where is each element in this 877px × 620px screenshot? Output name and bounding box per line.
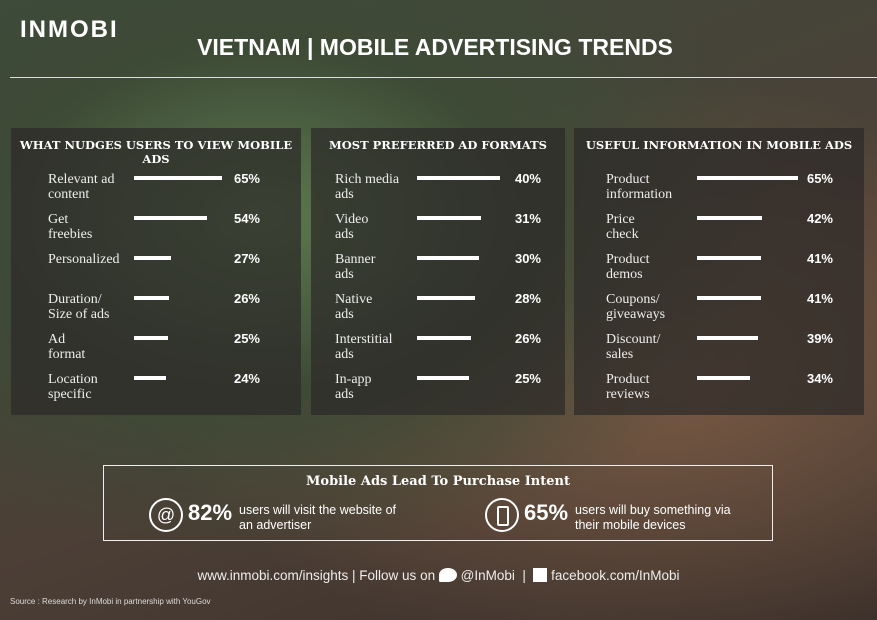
bar [697,336,758,340]
value-label: 26% [514,331,541,346]
category-label: Rich media ads [335,172,400,202]
bar [134,296,170,300]
stat-text: users will visit the website of an adver… [239,503,397,532]
value-label: 41% [806,251,833,266]
value-label: 40% [514,171,541,186]
value-label: 30% [514,251,541,266]
value-label: 41% [806,291,833,306]
twitter: @InMobi [460,568,515,583]
stat-text: users will buy something via their mobil… [575,503,731,532]
value-label: 34% [806,371,833,386]
bar [697,376,750,380]
chart-panel: MOST PREFERRED AD FORMATS Rich media ads 4… [311,128,565,415]
chart-panel: USEFUL INFORMATION IN MOBILE ADS Product … [574,128,864,415]
category-label: Get freebies [48,212,93,242]
value-label: 26% [233,291,260,306]
category-label: Discount/ sales [606,332,661,362]
value-label: 39% [806,331,833,346]
twitter-icon [438,568,457,582]
bar [417,216,482,220]
bar [417,336,471,340]
value-label: 28% [514,291,541,306]
intent-title: Mobile Ads Lead To Purchase Intent [306,474,570,489]
category-label: Product reviews [606,372,650,402]
category-label: Duration/ Size of ads [48,292,110,322]
bar [134,256,171,260]
bar [697,256,761,260]
category-label: Relevant ad content [48,172,115,202]
chart-panel: WHAT NUDGES USERS TO VIEW MOBILE ADS Rele… [11,128,301,415]
value-label: 25% [233,331,260,346]
value-label: 31% [514,211,541,226]
category-label: Banner ads [335,252,376,282]
bar [134,216,208,220]
category-label: Native ads [335,292,373,322]
bar [417,256,480,260]
category-label: Product information [606,172,673,202]
bar [417,296,476,300]
chart-title: WHAT NUDGES USERS TO VIEW MOBILE ADS [19,138,293,166]
bar [697,176,798,180]
stat: 82% [188,500,233,525]
site: www.inmobi.com/insights | Follow us on [197,568,436,583]
separator: | [522,568,526,583]
value-label: 24% [233,371,260,386]
value-label: 54% [233,211,260,226]
value-label: 42% [806,211,833,226]
category-label: Video ads [335,212,369,242]
bar [697,296,761,300]
category-label: Coupons/ giveaways [606,292,666,322]
bar [134,376,167,380]
stat: 65% [524,500,569,525]
value-label: 65% [806,171,833,186]
facebook: facebook.com/InMobi [551,568,680,583]
value-label: 65% [233,171,260,186]
logo: INMOBI [20,16,119,43]
source: Source : Research by InMobi in partnersh… [10,597,211,606]
bar [417,176,500,180]
category-label: Location specific [48,372,98,402]
bar [134,176,222,180]
footer: www.inmobi.com/insights | Follow us on @… [0,568,877,583]
value-label: 25% [514,371,541,386]
facebook-icon [533,568,548,582]
page-title: VIETNAM | MOBILE ADVERTISING TRENDS [197,34,673,60]
category-label: In-app ads [335,372,372,402]
bar [417,376,469,380]
category-label: Ad format [48,332,86,362]
category-label: Price check [606,212,639,242]
bar [697,216,763,220]
chart-title: USEFUL INFORMATION IN MOBILE ADS [585,138,853,152]
category-label: Personalized [48,252,120,267]
bar [134,336,168,340]
category-label: Product demos [606,252,650,282]
divider [10,77,877,78]
phone-icon [485,498,519,532]
value-label: 27% [233,251,260,266]
at-icon: @ [149,498,183,532]
intent-box: Mobile Ads Lead To Purchase Intent @ 82%… [103,465,773,541]
category-label: Interstitial ads [335,332,393,362]
chart-title: MOST PREFERRED AD FORMATS [329,138,547,152]
